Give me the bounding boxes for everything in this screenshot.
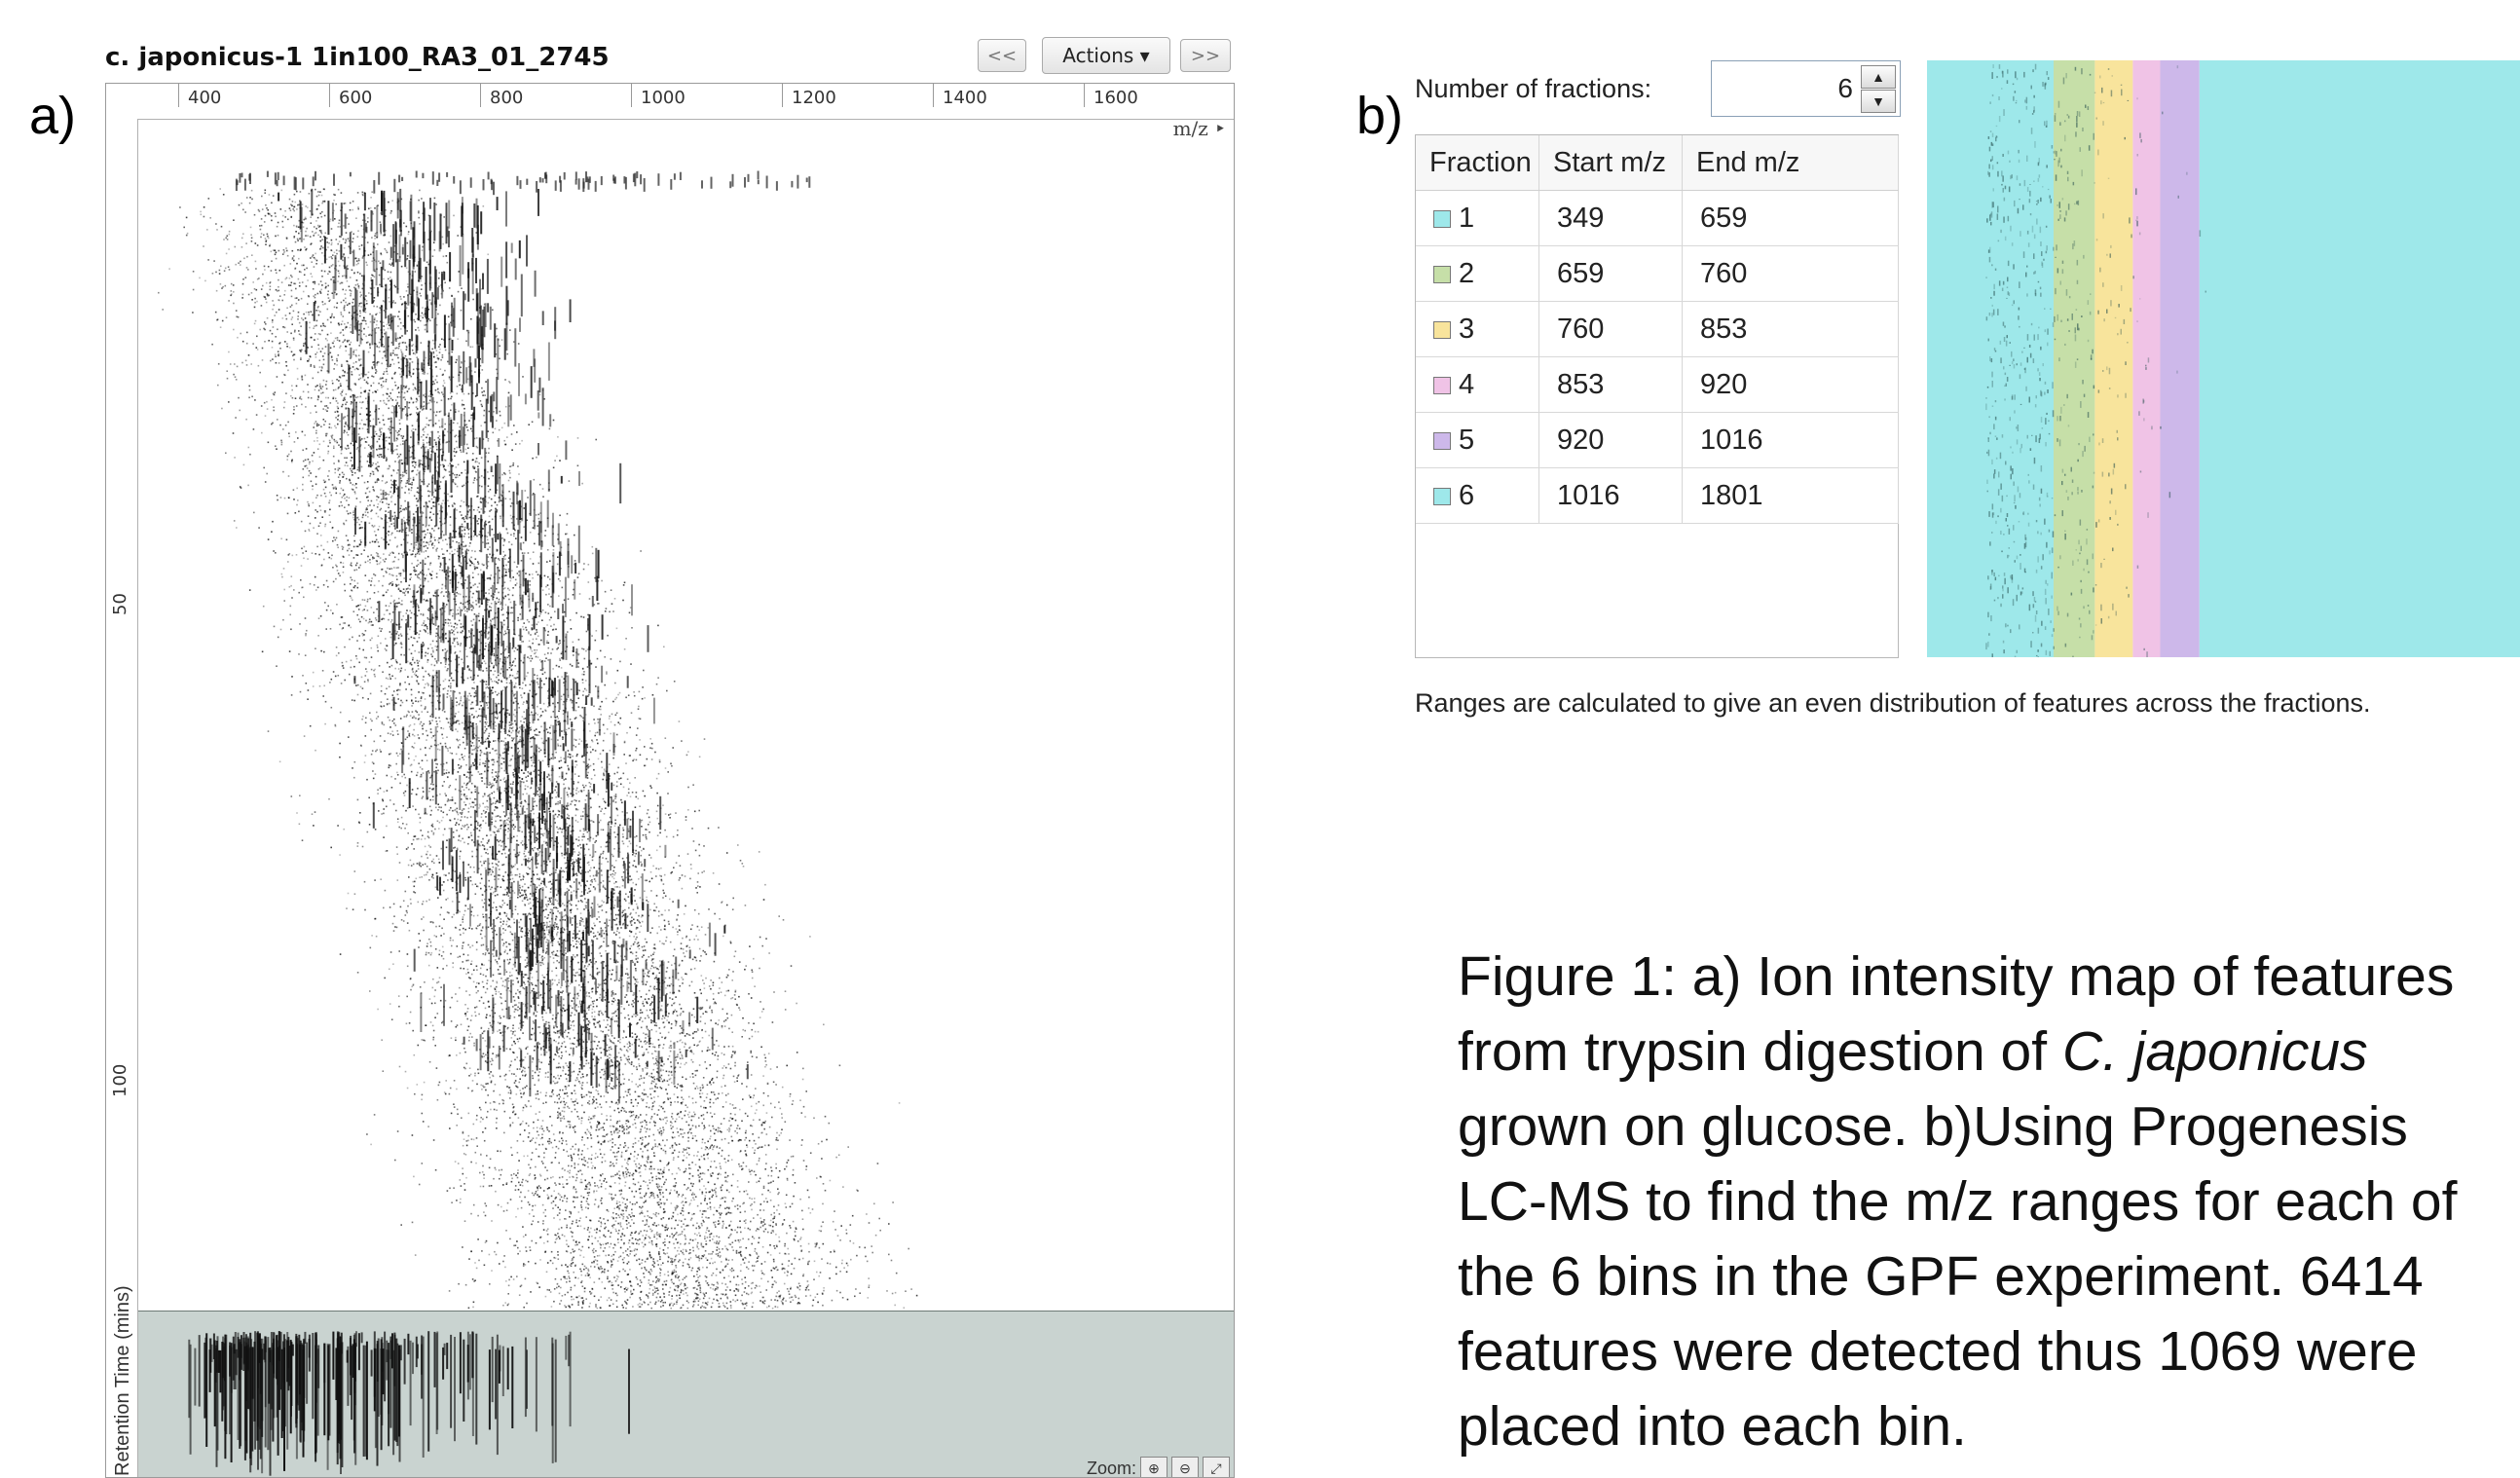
overview-strip[interactable]: Zoom: ⊕ ⊖ ⤢	[138, 1311, 1234, 1478]
fractions-count-value[interactable]: 6	[1837, 73, 1853, 103]
x-tick-label: 1000	[641, 88, 686, 108]
increment-icon[interactable]: ▲	[1861, 65, 1896, 89]
fraction-table: Fraction Start m/z End m/z 1 349 659 2 659 76…	[1416, 135, 1899, 524]
table-row[interactable]: 1 349 659	[1416, 190, 1899, 246]
x-tick-mark	[329, 84, 330, 107]
fraction-cell: 5	[1416, 412, 1539, 468]
fraction-color-swatch	[1433, 487, 1451, 505]
table-row[interactable]: 2 659 760	[1416, 245, 1899, 302]
ion-intensity-map[interactable]: 400 600 800 1000 1200 1400 1600 m/z ‣ 50…	[105, 83, 1235, 1478]
zoom-controls: Zoom: ⊕ ⊖ ⤢	[1086, 1457, 1230, 1478]
y-tick-label: 100	[110, 1063, 130, 1097]
fraction-cell: 1	[1416, 190, 1539, 246]
actions-dropdown-button[interactable]: Actions ▾	[1042, 37, 1170, 74]
fraction-number: 1	[1459, 202, 1475, 234]
x-tick-mark	[782, 84, 783, 107]
start-mz-cell: 760	[1538, 301, 1683, 357]
fraction-band	[2199, 60, 2520, 657]
panel-a-letter: a)	[29, 87, 77, 145]
fraction-number: 6	[1459, 479, 1475, 511]
x-tick-label: 1200	[792, 88, 836, 108]
retention-time-ruler: 50 100	[106, 119, 138, 1477]
mz-ruler: 400 600 800 1000 1200 1400 1600	[106, 84, 1234, 120]
zoom-in-icon[interactable]: ⊕	[1140, 1457, 1167, 1477]
fraction-number: 3	[1459, 313, 1475, 345]
table-row[interactable]: 4 853 920	[1416, 356, 1899, 413]
fraction-band	[2160, 60, 2200, 657]
feature-density-plot	[158, 170, 918, 1310]
panel-b-letter: b)	[1356, 87, 1404, 145]
fraction-color-swatch	[1433, 431, 1451, 450]
x-tick-label: 800	[490, 88, 524, 108]
caption-text-1: Figure 1: a) Ion intensity map of featur…	[1458, 945, 2455, 1083]
fraction-band	[2132, 60, 2161, 657]
fraction-cell: 3	[1416, 301, 1539, 357]
run-title: c. japonicus-1 1in100_RA3_01_2745	[105, 43, 610, 72]
start-mz-cell: 349	[1538, 190, 1683, 246]
fraction-table-panel: Fraction Start m/z End m/z 1 349 659 2 659 76…	[1415, 134, 1899, 658]
fraction-color-swatch	[1433, 376, 1451, 394]
end-mz-cell: 1016	[1682, 412, 1899, 468]
end-mz-cell: 659	[1682, 190, 1899, 246]
end-mz-cell: 760	[1682, 245, 1899, 302]
previous-run-button[interactable]: <<	[978, 39, 1026, 72]
table-row[interactable]: 5 920 1016	[1416, 412, 1899, 468]
x-tick-label: 600	[339, 88, 373, 108]
ranges-note: Ranges are calculated to give an even di…	[1415, 688, 2371, 718]
table-header-row: Fraction Start m/z End m/z	[1416, 135, 1899, 191]
x-tick-mark	[933, 84, 934, 107]
x-tick-label: 400	[188, 88, 222, 108]
column-header[interactable]: End m/z	[1682, 135, 1899, 191]
x-tick-mark	[480, 84, 481, 107]
fraction-color-swatch	[1433, 209, 1451, 228]
figure-caption: Figure 1: a) Ion intensity map of featur…	[1458, 940, 2504, 1464]
x-tick-label: 1400	[943, 88, 987, 108]
end-mz-cell: 853	[1682, 301, 1899, 357]
end-mz-cell: 920	[1682, 356, 1899, 413]
fractions-count-label: Number of fractions:	[1415, 74, 1652, 103]
start-mz-cell: 920	[1538, 412, 1683, 468]
column-header[interactable]: Fraction	[1416, 135, 1539, 191]
fraction-number: 5	[1459, 424, 1475, 456]
mz-axis-unit: m/z ‣	[1172, 117, 1226, 140]
overview-peaks	[188, 1331, 630, 1476]
decrement-icon[interactable]: ▼	[1861, 90, 1896, 113]
zoom-label: Zoom:	[1086, 1458, 1136, 1478]
fraction-bands-preview	[1927, 60, 2520, 657]
y-tick-label: 50	[110, 593, 130, 615]
fractions-count-stepper[interactable]: 6 ▲ ▼	[1711, 60, 1901, 117]
fraction-number: 2	[1459, 257, 1475, 289]
retention-time-axis-label: Retention Time (mins)	[112, 1285, 133, 1476]
fraction-band	[2094, 60, 2133, 657]
caption-species: C. japonicus	[2061, 1020, 2368, 1083]
fraction-cell: 4	[1416, 356, 1539, 413]
start-mz-cell: 659	[1538, 245, 1683, 302]
x-tick-mark	[1084, 84, 1085, 107]
zoom-fit-icon[interactable]: ⤢	[1203, 1457, 1230, 1477]
x-tick-mark	[178, 84, 179, 107]
start-mz-cell: 853	[1538, 356, 1683, 413]
end-mz-cell: 1801	[1682, 467, 1899, 524]
start-mz-cell: 1016	[1538, 467, 1683, 524]
fraction-color-swatch	[1433, 320, 1451, 339]
caption-text-2: grown on glucose. b)Using Progenesis LC-…	[1458, 1095, 2458, 1458]
fraction-cell: 2	[1416, 245, 1539, 302]
next-run-button[interactable]: >>	[1180, 39, 1231, 72]
fraction-band	[2054, 60, 2095, 657]
fraction-cell: 6	[1416, 467, 1539, 524]
x-tick-label: 1600	[1093, 88, 1138, 108]
table-row[interactable]: 3 760 853	[1416, 301, 1899, 357]
fraction-bands-map	[1927, 60, 2520, 657]
column-header[interactable]: Start m/z	[1538, 135, 1683, 191]
fraction-color-swatch	[1433, 265, 1451, 283]
x-tick-mark	[631, 84, 632, 107]
zoom-out-icon[interactable]: ⊖	[1171, 1457, 1199, 1477]
table-row[interactable]: 6 1016 1801	[1416, 467, 1899, 524]
fraction-number: 4	[1459, 368, 1475, 400]
